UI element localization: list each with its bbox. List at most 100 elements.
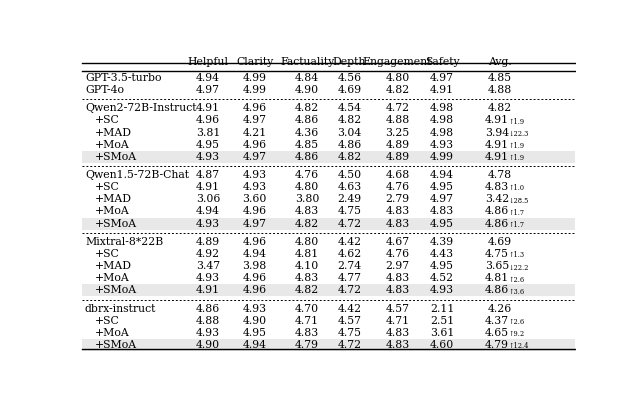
Text: 4.80: 4.80	[385, 73, 410, 83]
Text: 3.80: 3.80	[295, 194, 319, 204]
Text: +SMoA: +SMoA	[95, 286, 137, 295]
Text: 4.99: 4.99	[243, 85, 267, 95]
Text: 4.98: 4.98	[430, 115, 454, 125]
Text: 4.65: 4.65	[485, 328, 509, 338]
Text: 4.42: 4.42	[337, 304, 362, 314]
Text: 4.76: 4.76	[385, 249, 410, 259]
Text: 4.98: 4.98	[430, 103, 454, 113]
Text: 4.96: 4.96	[243, 103, 267, 113]
Text: 4.69: 4.69	[337, 85, 362, 95]
Text: 4.93: 4.93	[243, 170, 267, 180]
Text: Safety: Safety	[425, 57, 460, 67]
Text: 4.97: 4.97	[430, 73, 454, 83]
Text: 4.83: 4.83	[295, 273, 319, 283]
Text: 4.86: 4.86	[484, 286, 509, 295]
Text: 3.42: 3.42	[484, 194, 509, 204]
Text: 4.86: 4.86	[196, 304, 220, 314]
Text: +MoA: +MoA	[95, 207, 130, 217]
Text: 4.75: 4.75	[485, 249, 509, 259]
Text: 4.82: 4.82	[295, 286, 319, 295]
Text: 4.86: 4.86	[484, 219, 509, 229]
Text: 4.84: 4.84	[295, 73, 319, 83]
Text: 4.93: 4.93	[196, 328, 220, 338]
Text: 4.83: 4.83	[295, 207, 319, 217]
FancyBboxPatch shape	[83, 217, 575, 230]
Text: ↑1.9: ↑1.9	[509, 118, 525, 126]
Text: 4.80: 4.80	[295, 182, 319, 192]
Text: 4.94: 4.94	[243, 249, 267, 259]
Text: 4.96: 4.96	[243, 207, 267, 217]
Text: 4.91: 4.91	[430, 85, 454, 95]
Text: GPT-4o: GPT-4o	[85, 85, 124, 95]
Text: 4.88: 4.88	[196, 316, 220, 326]
Text: +MoA: +MoA	[95, 140, 130, 150]
Text: 4.70: 4.70	[295, 304, 319, 314]
Text: 4.36: 4.36	[295, 127, 319, 137]
Text: 3.65: 3.65	[484, 261, 509, 271]
Text: 4.86: 4.86	[337, 140, 362, 150]
Text: 2.97: 2.97	[385, 261, 410, 271]
Text: 4.10: 4.10	[295, 261, 319, 271]
Text: 4.76: 4.76	[295, 170, 319, 180]
Text: 4.89: 4.89	[196, 237, 220, 247]
Text: 4.72: 4.72	[337, 286, 362, 295]
Text: 4.95: 4.95	[430, 182, 454, 192]
Text: +MoA: +MoA	[95, 273, 130, 283]
Text: +SC: +SC	[95, 249, 120, 259]
Text: 4.91: 4.91	[485, 115, 509, 125]
Text: Qwen2-72B-Instruct: Qwen2-72B-Instruct	[85, 103, 196, 113]
Text: 4.54: 4.54	[337, 103, 362, 113]
Text: 4.83: 4.83	[430, 207, 454, 217]
Text: 4.21: 4.21	[243, 127, 267, 137]
Text: 4.72: 4.72	[385, 103, 410, 113]
Text: +MAD: +MAD	[95, 127, 132, 137]
Text: 4.94: 4.94	[430, 170, 454, 180]
Text: 3.25: 3.25	[385, 127, 410, 137]
Text: 4.72: 4.72	[337, 219, 362, 229]
Text: 4.91: 4.91	[485, 140, 509, 150]
Text: 4.52: 4.52	[430, 273, 454, 283]
Text: 4.37: 4.37	[485, 316, 509, 326]
Text: 4.57: 4.57	[337, 316, 362, 326]
Text: Mixtral-8*22B: Mixtral-8*22B	[85, 237, 163, 247]
Text: 4.88: 4.88	[487, 85, 511, 95]
Text: Depth: Depth	[333, 57, 366, 67]
Text: 4.83: 4.83	[385, 340, 410, 350]
Text: 4.94: 4.94	[196, 73, 220, 83]
Text: ↑1.3: ↑1.3	[509, 251, 525, 259]
Text: Engagement: Engagement	[363, 57, 432, 67]
Text: 4.77: 4.77	[337, 273, 362, 283]
Text: 2.11: 2.11	[430, 304, 454, 314]
Text: 4.97: 4.97	[243, 219, 267, 229]
Text: 4.88: 4.88	[385, 115, 410, 125]
Text: 3.94: 3.94	[485, 127, 509, 137]
Text: 4.57: 4.57	[385, 304, 410, 314]
Text: 4.89: 4.89	[385, 152, 410, 162]
Text: 2.79: 2.79	[385, 194, 410, 204]
Text: 4.50: 4.50	[337, 170, 362, 180]
Text: 4.92: 4.92	[196, 249, 220, 259]
Text: 4.79: 4.79	[295, 340, 319, 350]
Text: Avg.: Avg.	[488, 57, 511, 67]
Text: 4.71: 4.71	[295, 316, 319, 326]
Text: 4.82: 4.82	[295, 219, 319, 229]
Text: 4.69: 4.69	[488, 237, 511, 247]
Text: +MAD: +MAD	[95, 194, 132, 204]
Text: 3.06: 3.06	[196, 194, 220, 204]
Text: ↓22.2: ↓22.2	[509, 264, 529, 271]
Text: +SMoA: +SMoA	[95, 219, 137, 229]
Text: 4.82: 4.82	[487, 103, 511, 113]
Text: 4.93: 4.93	[196, 219, 220, 229]
Text: 4.98: 4.98	[430, 127, 454, 137]
Text: 4.39: 4.39	[430, 237, 454, 247]
Text: 4.86: 4.86	[295, 152, 319, 162]
Text: dbrx-instruct: dbrx-instruct	[85, 304, 156, 314]
Text: +SMoA: +SMoA	[95, 340, 137, 350]
Text: 4.97: 4.97	[196, 85, 220, 95]
Text: 2.74: 2.74	[337, 261, 362, 271]
Text: 4.85: 4.85	[295, 140, 319, 150]
Text: 4.94: 4.94	[196, 207, 220, 217]
Text: 4.90: 4.90	[243, 316, 267, 326]
Text: 4.95: 4.95	[243, 328, 267, 338]
Text: 4.79: 4.79	[485, 340, 509, 350]
